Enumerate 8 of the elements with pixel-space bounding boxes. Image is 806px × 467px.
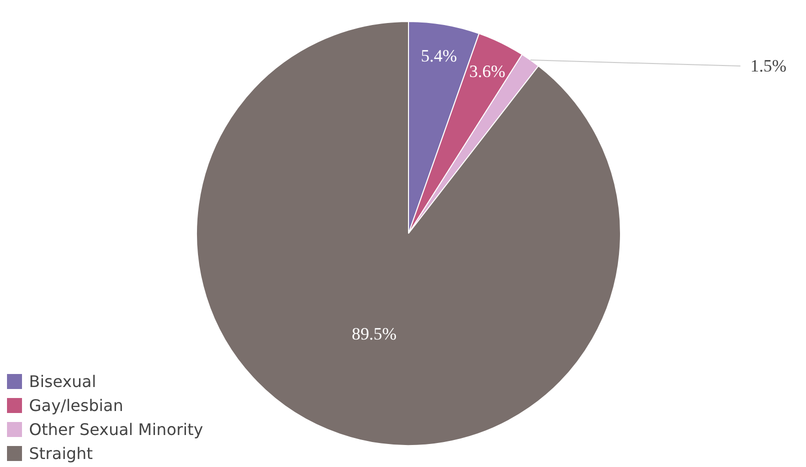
data-label: 3.6% xyxy=(469,62,506,81)
data-label: 89.5% xyxy=(352,324,397,344)
legend-label: Other Sexual Minority xyxy=(29,420,204,438)
data-label: 5.4% xyxy=(420,46,457,66)
data-label: 1.5% xyxy=(750,56,787,76)
legend-label: Straight xyxy=(29,444,93,462)
legend-label: Gay/lesbian xyxy=(29,396,124,414)
legend-label: Bisexual xyxy=(29,372,96,390)
